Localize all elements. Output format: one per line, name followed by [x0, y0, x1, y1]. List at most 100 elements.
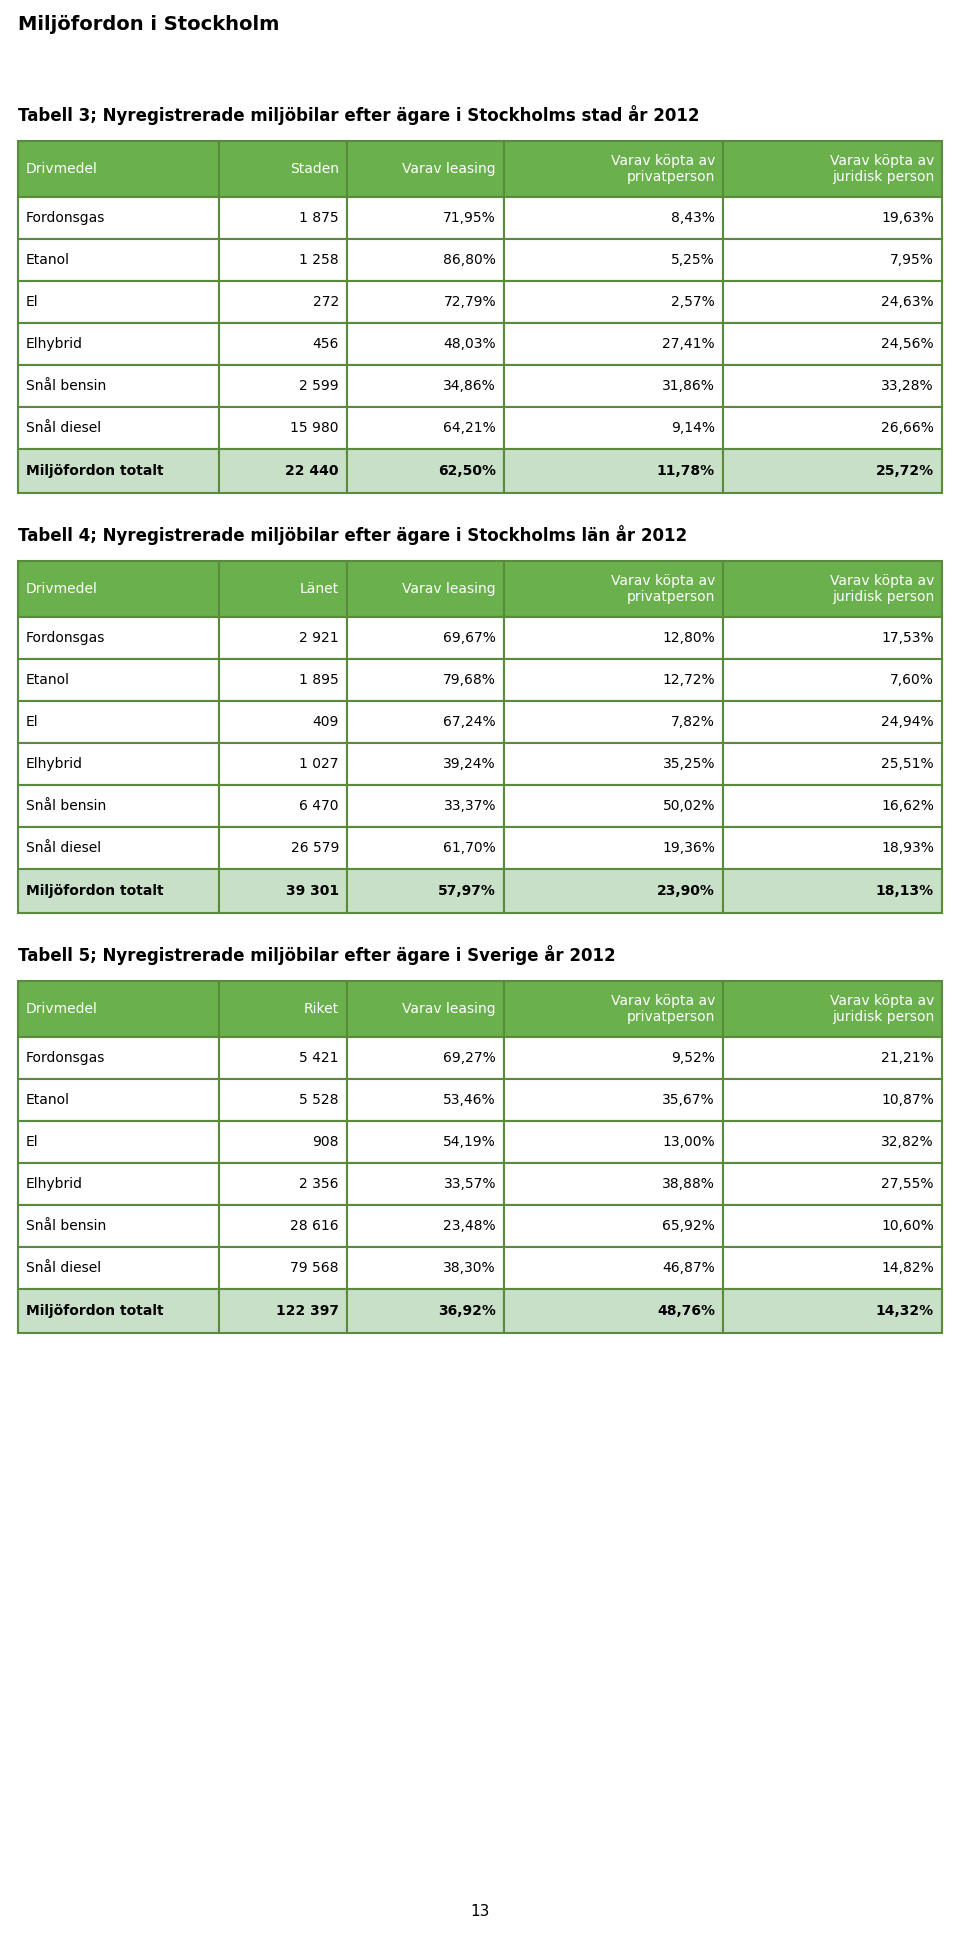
Text: 13,00%: 13,00%	[662, 1135, 715, 1148]
Bar	[347, 1078, 504, 1121]
Text: 2 356: 2 356	[300, 1177, 339, 1191]
Text: 24,63%: 24,63%	[881, 296, 934, 309]
Bar	[504, 140, 723, 197]
Text: 57,97%: 57,97%	[438, 883, 496, 897]
Bar	[220, 1078, 347, 1121]
Text: 18,13%: 18,13%	[876, 883, 934, 897]
Bar	[723, 701, 942, 743]
Text: Snål diesel: Snål diesel	[26, 1261, 101, 1275]
Bar	[504, 1037, 723, 1078]
Bar	[504, 870, 723, 913]
Text: 9,14%: 9,14%	[671, 420, 715, 436]
Text: 15 980: 15 980	[291, 420, 339, 436]
Bar	[504, 1288, 723, 1333]
Text: 908: 908	[312, 1135, 339, 1148]
Bar	[504, 197, 723, 239]
Bar	[18, 280, 220, 323]
Bar	[220, 280, 347, 323]
Text: 24,56%: 24,56%	[881, 337, 934, 350]
Bar	[504, 407, 723, 450]
Text: El: El	[26, 296, 38, 309]
Bar	[18, 450, 220, 492]
Bar	[18, 660, 220, 701]
Bar	[220, 239, 347, 280]
Bar	[347, 1247, 504, 1288]
Bar	[347, 1288, 504, 1333]
Text: 14,82%: 14,82%	[881, 1261, 934, 1275]
Bar	[220, 1205, 347, 1247]
Bar	[347, 617, 504, 660]
Bar	[220, 1247, 347, 1288]
Bar	[18, 617, 220, 660]
Bar	[220, 197, 347, 239]
Bar	[220, 560, 347, 617]
Text: Drivmedel: Drivmedel	[26, 162, 98, 175]
Text: 8,43%: 8,43%	[671, 210, 715, 226]
Text: 28 616: 28 616	[290, 1218, 339, 1234]
Bar	[347, 870, 504, 913]
Text: 27,55%: 27,55%	[881, 1177, 934, 1191]
Bar	[18, 1247, 220, 1288]
Text: 46,87%: 46,87%	[662, 1261, 715, 1275]
Text: Tabell 4; Nyregistrerade miljöbilar efter ägare i Stockholms län år 2012: Tabell 4; Nyregistrerade miljöbilar efte…	[18, 525, 687, 545]
Text: 64,21%: 64,21%	[444, 420, 496, 436]
Text: 1 027: 1 027	[300, 757, 339, 771]
Bar	[504, 701, 723, 743]
Bar	[723, 140, 942, 197]
Text: Varav köpta av
juridisk person: Varav köpta av juridisk person	[829, 154, 934, 185]
Text: 36,92%: 36,92%	[438, 1304, 496, 1317]
Text: 65,92%: 65,92%	[662, 1218, 715, 1234]
Text: 26 579: 26 579	[291, 841, 339, 854]
Text: 6 470: 6 470	[300, 800, 339, 813]
Bar	[18, 1037, 220, 1078]
Text: Varav köpta av
privatperson: Varav köpta av privatperson	[611, 994, 715, 1024]
Bar	[347, 1121, 504, 1164]
Bar	[723, 743, 942, 784]
Bar	[18, 560, 220, 617]
Text: 26,66%: 26,66%	[881, 420, 934, 436]
Bar	[220, 366, 347, 407]
Bar	[723, 1205, 942, 1247]
Text: 35,25%: 35,25%	[662, 757, 715, 771]
Bar	[723, 1164, 942, 1205]
Text: 34,86%: 34,86%	[444, 379, 496, 393]
Text: 33,37%: 33,37%	[444, 800, 496, 813]
Text: 17,53%: 17,53%	[881, 631, 934, 644]
Bar	[220, 1288, 347, 1333]
Text: 48,76%: 48,76%	[657, 1304, 715, 1317]
Bar	[18, 197, 220, 239]
Text: 7,95%: 7,95%	[890, 253, 934, 267]
Text: Tabell 5; Nyregistrerade miljöbilar efter ägare i Sverige år 2012: Tabell 5; Nyregistrerade miljöbilar efte…	[18, 946, 615, 965]
Text: Etanol: Etanol	[26, 253, 70, 267]
Bar	[347, 981, 504, 1037]
Text: 69,67%: 69,67%	[444, 631, 496, 644]
Bar	[504, 366, 723, 407]
Text: 31,86%: 31,86%	[662, 379, 715, 393]
Bar	[347, 1164, 504, 1205]
Bar	[504, 1121, 723, 1164]
Bar	[723, 827, 942, 870]
Bar	[504, 450, 723, 492]
Text: Snål bensin: Snål bensin	[26, 800, 107, 813]
Text: 24,94%: 24,94%	[881, 714, 934, 730]
Bar	[723, 323, 942, 366]
Bar	[220, 981, 347, 1037]
Text: Fordonsgas: Fordonsgas	[26, 631, 106, 644]
Bar	[504, 827, 723, 870]
Bar	[347, 1037, 504, 1078]
Bar	[18, 1121, 220, 1164]
Text: 38,88%: 38,88%	[662, 1177, 715, 1191]
Text: Varav leasing: Varav leasing	[402, 1002, 496, 1016]
Bar	[18, 1078, 220, 1121]
Bar	[18, 239, 220, 280]
Text: 53,46%: 53,46%	[444, 1094, 496, 1107]
Bar	[18, 140, 220, 197]
Bar	[220, 450, 347, 492]
Text: 54,19%: 54,19%	[444, 1135, 496, 1148]
Text: Länet: Länet	[300, 582, 339, 595]
Text: 38,30%: 38,30%	[444, 1261, 496, 1275]
Text: 33,57%: 33,57%	[444, 1177, 496, 1191]
Text: 5 528: 5 528	[300, 1094, 339, 1107]
Bar	[220, 407, 347, 450]
Bar	[723, 1247, 942, 1288]
